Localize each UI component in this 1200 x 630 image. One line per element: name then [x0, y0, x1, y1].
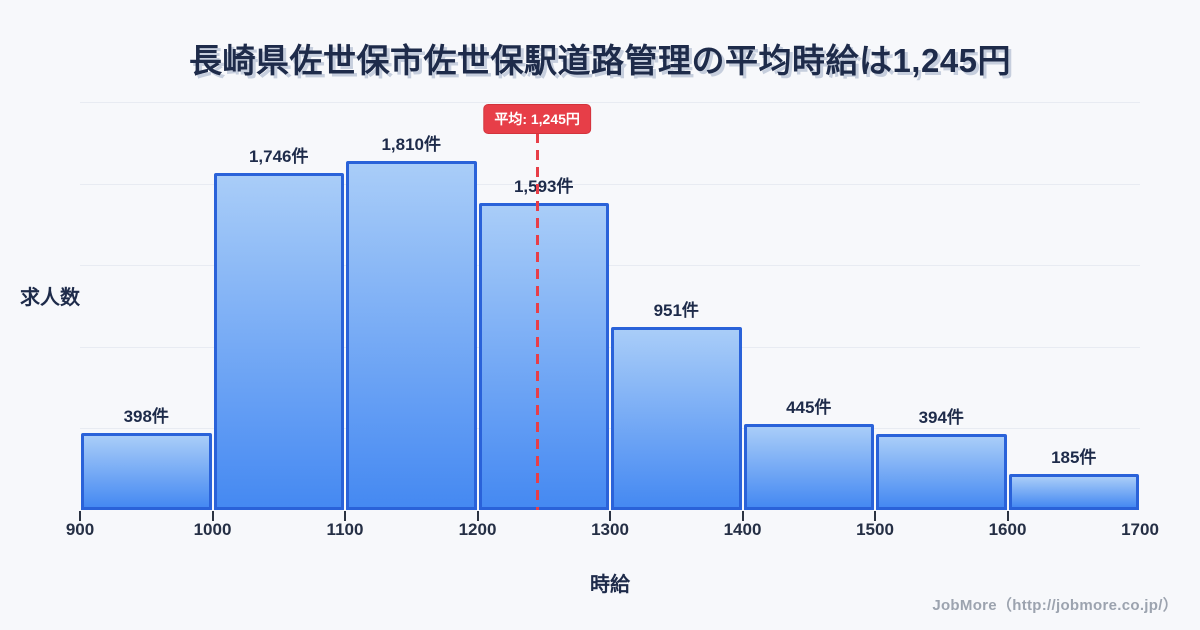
histogram-bar-1600	[1008, 474, 1139, 510]
gridline	[80, 346, 1140, 348]
x-axis-tick	[476, 511, 479, 521]
x-tick-label-1500: 1500	[856, 520, 894, 539]
x-tick-label-1600: 1600	[988, 520, 1027, 539]
histogram-bar-1500	[876, 434, 1007, 510]
x-axis-tick	[211, 511, 214, 521]
gridline	[80, 428, 1140, 430]
y-axis-label: 求人数	[20, 287, 80, 309]
bar-value-label: 394件	[918, 408, 964, 427]
bar-value-label: 1,746件	[248, 147, 309, 166]
chart-title: 長崎県佐世保市佐世保駅道路管理の平均時給は1,245円	[188, 42, 1012, 79]
histogram-bar-1400	[743, 424, 874, 510]
histogram-bar-1000	[213, 173, 344, 510]
x-tick-label-900: 900	[65, 520, 95, 539]
histogram-bar-1300	[611, 327, 742, 510]
bar-value-label: 1,593件	[513, 177, 574, 196]
x-axis-tick	[1006, 511, 1009, 521]
bar-value-label: 398件	[123, 407, 169, 426]
histogram-bar-900	[81, 433, 212, 510]
bar-value-label: 445件	[786, 398, 832, 417]
histogram-bar-1200	[478, 203, 609, 510]
x-axis-tick	[609, 511, 611, 521]
x-tick-label-1100: 1100	[326, 520, 364, 539]
gridline	[80, 102, 1140, 103]
x-tick-label-1300: 1300	[591, 520, 629, 539]
x-axis-label: 時給	[590, 574, 630, 596]
average-badge: 平均: 1,245円	[483, 104, 591, 134]
x-axis-tick	[79, 511, 81, 521]
bar-value-label: 1,810件	[381, 135, 442, 154]
footer-credit: JobMore（http://jobmore.co.jp/）	[932, 597, 1178, 614]
gridline	[80, 265, 1140, 267]
gridline	[80, 183, 1140, 185]
x-tick-label-1400: 1400	[723, 520, 762, 539]
x-axis-tick	[344, 511, 346, 521]
x-axis-tick	[741, 511, 744, 521]
x-tick-label-1700: 1700	[1121, 520, 1159, 539]
bar-value-label: 951件	[653, 301, 699, 320]
x-axis-tick	[874, 511, 876, 521]
bar-value-label: 185件	[1051, 448, 1097, 467]
x-tick-label-1200: 1200	[458, 520, 497, 539]
average-line	[535, 133, 539, 510]
histogram-bar-1100	[346, 161, 477, 510]
x-tick-label-1000: 1000	[193, 520, 232, 539]
